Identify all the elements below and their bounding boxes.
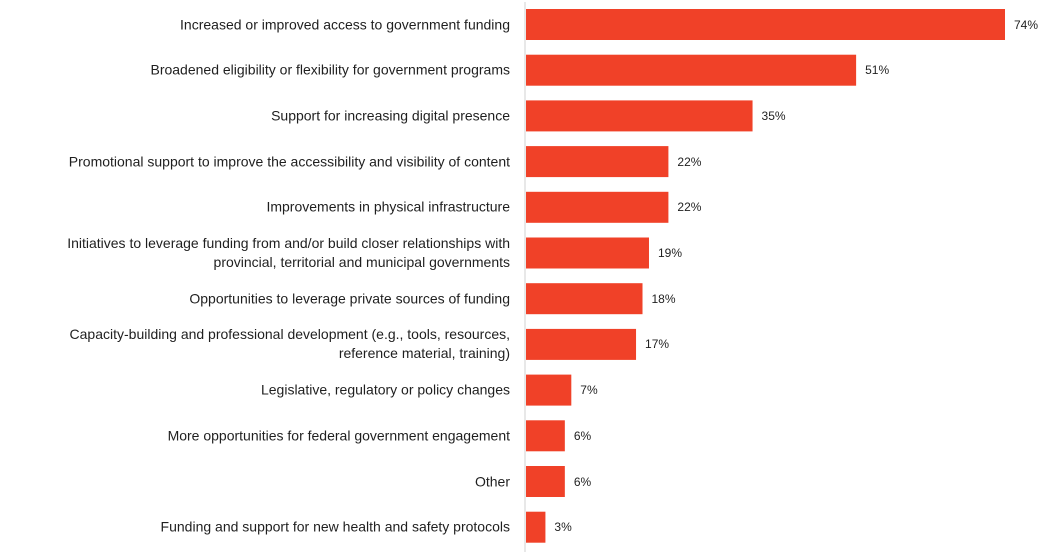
category-label: Funding and support for new health and s… — [160, 518, 510, 535]
bar — [526, 328, 637, 360]
value-label: 22% — [677, 154, 702, 169]
value-label: 6% — [573, 428, 592, 443]
category-label: Improvements in physical infrastructure — [266, 198, 510, 215]
value-label: 19% — [657, 246, 683, 260]
bar — [526, 237, 649, 269]
category-label: Opportunities to leverage private source… — [189, 290, 510, 307]
category-label: Support for increasing digital presence — [271, 107, 510, 124]
bar — [526, 9, 1005, 40]
category-label: Increased or improved access to governme… — [180, 16, 510, 32]
category-label: Legislative, regulatory or policy change… — [260, 381, 510, 398]
bar — [526, 283, 643, 315]
value-label: 7% — [580, 383, 598, 398]
value-label: 3% — [554, 520, 572, 535]
bar — [526, 191, 669, 223]
value-label: 18% — [651, 291, 676, 306]
category-label: Promotional support to improve the acces… — [68, 153, 510, 170]
bar — [526, 511, 546, 543]
value-label: 22% — [677, 200, 702, 215]
value-label: 74% — [1014, 17, 1039, 32]
bar — [526, 146, 669, 178]
category-label: Initiatives to leverage funding from and… — [67, 235, 510, 270]
category-label: Broadened eligibility or flexibility for… — [150, 61, 510, 78]
bar — [526, 466, 565, 497]
category-label: Capacity-building and professional devel… — [69, 326, 510, 362]
bar — [526, 374, 572, 406]
bar — [526, 54, 857, 86]
value-label: 17% — [645, 337, 670, 352]
value-label: 35% — [761, 108, 786, 123]
category-label: More opportunities for federal governmen… — [167, 427, 510, 444]
category-label: Other — [474, 473, 510, 489]
value-label: 6% — [573, 474, 592, 489]
bar — [526, 100, 753, 132]
value-label: 51% — [865, 63, 890, 78]
bar — [526, 420, 565, 452]
